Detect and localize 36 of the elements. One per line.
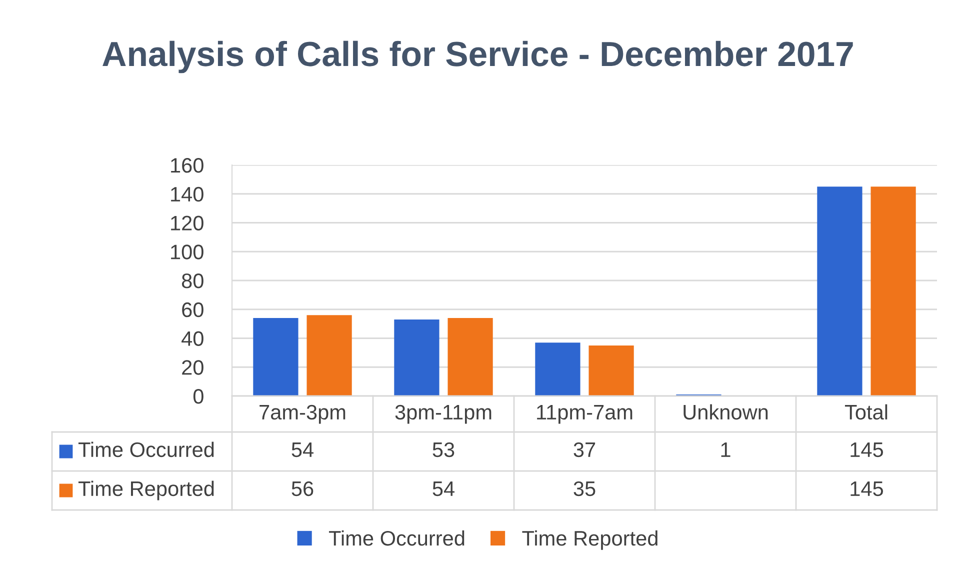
- bar: [306, 315, 352, 396]
- text: Time Reported: [522, 530, 658, 550]
- x-tick-label: Unknown: [684, 404, 768, 420]
- legend-label: Time Reported: [78, 480, 214, 500]
- data-label: 1: [721, 442, 730, 457]
- data-label: 145: [850, 442, 884, 458]
- data-label: 54: [292, 442, 314, 458]
- bar: [588, 345, 634, 396]
- x-tick-label: 11pm-7am: [537, 405, 632, 424]
- y-tick-label: 80: [182, 274, 204, 288]
- x-tick-label: Total: [844, 404, 888, 420]
- x-tick-label: 7am-3pm: [260, 404, 346, 424]
- data-label: 56: [292, 481, 314, 496]
- y-tick-label: 40: [182, 331, 204, 346]
- x-tick-label: 3pm-11pm: [395, 404, 492, 424]
- chart-title: Analysis of Calls for Service - December 2017: [102, 40, 853, 74]
- y-tick-label: 140: [171, 186, 204, 202]
- data-label: 145: [850, 482, 884, 496]
- bar: [448, 318, 493, 396]
- bar: [394, 319, 440, 396]
- bar: [817, 186, 862, 396]
- text: Time Occurred: [328, 530, 464, 546]
- data-label: 35: [574, 481, 596, 496]
- bar: [870, 186, 916, 396]
- data-label: 37: [574, 442, 596, 458]
- legend-label: Time Occurred: [78, 442, 214, 458]
- bar: [253, 318, 298, 396]
- y-tick-label: 20: [182, 360, 204, 375]
- y-tick-label: 0: [193, 389, 204, 404]
- y-tick-label: 100: [171, 244, 204, 260]
- data-label: 54: [432, 482, 454, 496]
- y-tick-label: 60: [182, 302, 204, 318]
- y-tick-label: 160: [171, 158, 204, 173]
- y-tick-label: 120: [171, 216, 204, 231]
- bar: [535, 342, 580, 396]
- data-label: 53: [432, 442, 454, 458]
